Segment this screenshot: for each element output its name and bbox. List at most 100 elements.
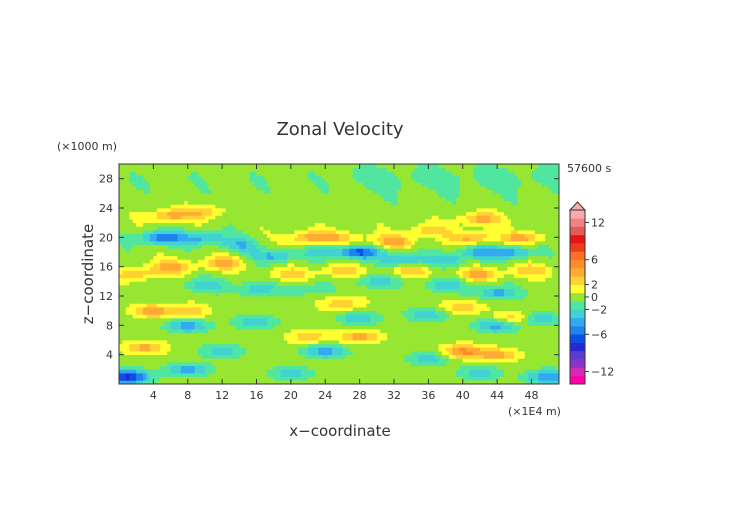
heatmap-cell — [239, 285, 244, 290]
heatmap-cell — [325, 222, 330, 227]
heatmap-cell — [335, 219, 340, 224]
heatmap-cell — [332, 281, 336, 286]
heatmap-cell — [352, 310, 357, 315]
heatmap-cell — [376, 365, 381, 370]
heatmap-cell — [263, 365, 268, 370]
heatmap-cell — [174, 285, 178, 290]
heatmap-cell — [249, 167, 254, 172]
heatmap-cell — [249, 215, 254, 220]
heatmap-cell — [246, 376, 251, 381]
heatmap-cell — [232, 226, 237, 231]
heatmap-cell — [342, 332, 347, 337]
heatmap-cell — [297, 270, 302, 275]
heatmap-cell — [229, 285, 233, 290]
heatmap-cell — [146, 248, 151, 253]
heatmap-cell — [246, 208, 251, 213]
heatmap-cell — [345, 237, 350, 242]
heatmap-cell — [129, 255, 134, 260]
heatmap-cell — [397, 277, 402, 282]
heatmap-cell — [167, 336, 171, 341]
heatmap-cell — [246, 230, 251, 235]
heatmap-cell — [242, 266, 247, 271]
heatmap-cell — [397, 274, 402, 279]
heatmap-cell — [369, 307, 374, 312]
heatmap-cell — [349, 303, 354, 308]
heatmap-cell — [201, 325, 206, 330]
heatmap-cell — [122, 307, 127, 312]
heatmap-cell — [314, 307, 319, 312]
heatmap-cell — [125, 263, 130, 268]
heatmap-cell — [301, 354, 306, 359]
heatmap-cell — [335, 336, 340, 341]
heatmap-cell — [376, 266, 381, 271]
heatmap-cell — [194, 303, 199, 308]
heatmap-cell — [349, 369, 354, 374]
heatmap-cell — [235, 167, 240, 172]
heatmap-cell — [208, 215, 213, 220]
heatmap-cell — [153, 270, 158, 275]
heatmap-cell — [204, 241, 209, 246]
heatmap-cell — [225, 354, 230, 359]
heatmap-cell — [249, 255, 254, 260]
heatmap-cell — [325, 208, 330, 213]
heatmap-cell — [170, 244, 175, 249]
heatmap-cell — [198, 318, 202, 323]
heatmap-cell — [369, 362, 374, 367]
heatmap-cell — [301, 292, 306, 297]
heatmap-cell — [335, 310, 340, 315]
heatmap-cell — [373, 321, 378, 326]
heatmap-cell — [284, 244, 288, 249]
heatmap-cell — [204, 230, 209, 235]
heatmap-cell — [394, 318, 398, 323]
heatmap-cell — [136, 215, 141, 220]
heatmap-cell — [356, 332, 361, 337]
heatmap-cell — [332, 230, 336, 235]
heatmap-cell — [218, 211, 223, 216]
heatmap-cell — [246, 296, 251, 301]
heatmap-cell — [253, 362, 257, 367]
heatmap-cell — [163, 164, 168, 169]
heatmap-cell — [249, 373, 254, 378]
heatmap-cell — [174, 175, 178, 180]
heatmap-cell — [122, 189, 127, 194]
time-label: 57600 s — [567, 162, 611, 175]
heatmap-cell — [387, 299, 391, 304]
heatmap-cell — [136, 182, 141, 187]
heatmap-cell — [194, 369, 199, 374]
heatmap-cell — [284, 208, 288, 213]
heatmap-cell — [146, 167, 151, 172]
heatmap-cell — [352, 164, 357, 169]
heatmap-cell — [146, 277, 151, 282]
heatmap-cell — [184, 219, 189, 224]
heatmap-cell — [352, 340, 357, 345]
heatmap-cell — [194, 318, 199, 323]
heatmap-cell — [153, 226, 158, 231]
heatmap-cell — [198, 325, 202, 330]
heatmap-cell — [232, 362, 237, 367]
heatmap-cell — [167, 270, 171, 275]
heatmap-cell — [273, 233, 278, 238]
heatmap-cell — [301, 215, 306, 220]
heatmap-cell — [156, 252, 161, 257]
heatmap-cell — [242, 255, 247, 260]
heatmap-cell — [225, 292, 230, 297]
heatmap-cell — [153, 274, 158, 279]
heatmap-cell — [153, 281, 158, 286]
heatmap-cell — [318, 373, 323, 378]
heatmap-cell — [342, 325, 347, 330]
heatmap-cell — [256, 288, 261, 293]
heatmap-cell — [249, 340, 254, 345]
heatmap-cell — [191, 336, 196, 341]
heatmap-cell — [246, 354, 251, 359]
heatmap-cell — [259, 171, 264, 176]
heatmap-cell — [156, 178, 161, 183]
heatmap-cell — [235, 380, 240, 385]
heatmap-cell — [383, 365, 388, 370]
heatmap-cell — [314, 281, 319, 286]
heatmap-cell — [139, 358, 144, 363]
heatmap-cell — [215, 296, 220, 301]
heatmap-cell — [270, 204, 275, 209]
heatmap-cell — [180, 336, 185, 341]
heatmap-cell — [136, 365, 141, 370]
heatmap-cell — [136, 303, 141, 308]
